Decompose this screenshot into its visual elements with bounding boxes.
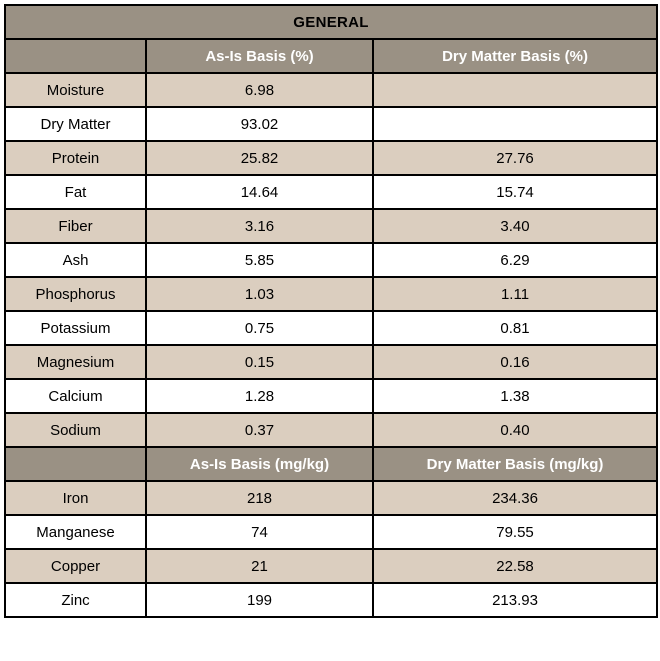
table-row-copper: Copper 21 22.58 [4,548,659,584]
header-blank-cell [4,38,147,74]
row-label: Magnesium [4,344,147,380]
row-label: Dry Matter [4,106,147,142]
dry-matter-value: 234.36 [371,480,659,516]
row-label: Manganese [4,514,147,550]
row-label: Potassium [4,310,147,346]
dry-matter-value: 1.11 [371,276,659,312]
header-dry-matter-percent: Dry Matter Basis (%) [371,38,659,74]
dry-matter-value: 15.74 [371,174,659,210]
table-row-ash: Ash 5.85 6.29 [4,242,659,278]
row-label: Moisture [4,72,147,108]
table-row-zinc: Zinc 199 213.93 [4,582,659,618]
header-as-is-mgkg: As-Is Basis (mg/kg) [145,446,374,482]
mgkg-header-row: As-Is Basis (mg/kg) Dry Matter Basis (mg… [4,446,659,482]
table-row-calcium: Calcium 1.28 1.38 [4,378,659,414]
table-row-magnesium: Magnesium 0.15 0.16 [4,344,659,380]
dry-matter-value [371,106,659,142]
as-is-value: 0.37 [145,412,374,448]
as-is-value: 218 [145,480,374,516]
row-label: Zinc [4,582,147,618]
nutrient-analysis-table: GENERAL As-Is Basis (%) Dry Matter Basis… [3,4,659,618]
percent-header-row: As-Is Basis (%) Dry Matter Basis (%) [4,38,659,74]
table-row-manganese: Manganese 74 79.55 [4,514,659,550]
dry-matter-value: 1.38 [371,378,659,414]
row-label: Phosphorus [4,276,147,312]
as-is-value: 0.75 [145,310,374,346]
row-label: Protein [4,140,147,176]
as-is-value: 93.02 [145,106,374,142]
dry-matter-value: 22.58 [371,548,659,584]
header-as-is-percent: As-Is Basis (%) [145,38,374,74]
table-title: GENERAL [3,4,659,40]
row-label: Ash [4,242,147,278]
table-row-fat: Fat 14.64 15.74 [4,174,659,210]
dry-matter-value: 0.16 [371,344,659,380]
row-label: Fat [4,174,147,210]
row-label: Copper [4,548,147,584]
as-is-value: 25.82 [145,140,374,176]
dry-matter-value: 79.55 [371,514,659,550]
table-row-protein: Protein 25.82 27.76 [4,140,659,176]
header-blank-cell [4,446,147,482]
as-is-value: 5.85 [145,242,374,278]
title-row: GENERAL [3,4,659,40]
table-row-phosphorus: Phosphorus 1.03 1.11 [4,276,659,312]
dry-matter-value: 213.93 [371,582,659,618]
dry-matter-value: 6.29 [371,242,659,278]
as-is-value: 74 [145,514,374,550]
row-label: Sodium [4,412,147,448]
dry-matter-value: 0.40 [371,412,659,448]
table-row-sodium: Sodium 0.37 0.40 [4,412,659,448]
row-label: Fiber [4,208,147,244]
as-is-value: 21 [145,548,374,584]
header-dry-matter-mgkg: Dry Matter Basis (mg/kg) [371,446,659,482]
as-is-value: 1.28 [145,378,374,414]
as-is-value: 3.16 [145,208,374,244]
as-is-value: 1.03 [145,276,374,312]
dry-matter-value [371,72,659,108]
table-row-dry-matter: Dry Matter 93.02 [4,106,659,142]
as-is-value: 199 [145,582,374,618]
as-is-value: 0.15 [145,344,374,380]
row-label: Calcium [4,378,147,414]
table-row-iron: Iron 218 234.36 [4,480,659,516]
dry-matter-value: 0.81 [371,310,659,346]
table-row-potassium: Potassium 0.75 0.81 [4,310,659,346]
table-row-fiber: Fiber 3.16 3.40 [4,208,659,244]
table-row-moisture: Moisture 6.98 [4,72,659,108]
row-label: Iron [4,480,147,516]
as-is-value: 6.98 [145,72,374,108]
dry-matter-value: 3.40 [371,208,659,244]
as-is-value: 14.64 [145,174,374,210]
dry-matter-value: 27.76 [371,140,659,176]
